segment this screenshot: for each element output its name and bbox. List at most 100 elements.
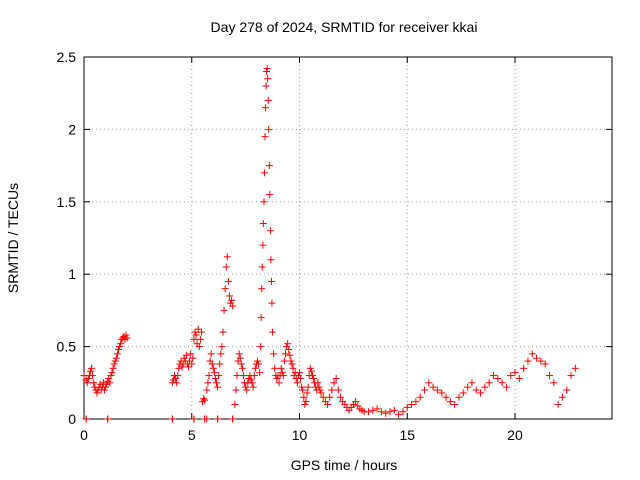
data-point — [408, 401, 416, 409]
data-point — [306, 364, 314, 372]
data-point — [377, 408, 385, 416]
data-point — [472, 386, 480, 394]
data-point — [117, 340, 125, 348]
data-point — [412, 398, 420, 406]
data-point — [209, 364, 217, 372]
chart-title: Day 278 of 2024, SRMTID for receiver kka… — [211, 19, 478, 35]
data-point — [524, 357, 532, 365]
data-point — [511, 369, 519, 377]
data-point — [99, 379, 107, 387]
data-point — [218, 343, 226, 351]
data-point — [399, 408, 407, 416]
grid-layer — [84, 57, 612, 419]
data-point — [494, 374, 502, 382]
data-point — [369, 406, 377, 414]
data-point — [269, 328, 277, 336]
data-point — [433, 386, 441, 394]
data-point — [249, 383, 257, 391]
data-point — [567, 372, 575, 380]
data-point — [168, 415, 176, 423]
data-point — [231, 401, 239, 409]
data-point — [182, 351, 190, 359]
data-point — [213, 379, 221, 387]
data-point — [464, 383, 472, 391]
data-point — [178, 363, 186, 371]
data-point — [268, 299, 276, 307]
data-point — [324, 401, 332, 409]
data-point — [319, 393, 327, 401]
data-point — [403, 403, 411, 411]
data-point — [175, 364, 183, 372]
data-point — [204, 379, 212, 387]
data-point — [277, 364, 285, 372]
data-point — [110, 360, 118, 368]
data-point — [100, 386, 108, 394]
data-point — [90, 379, 98, 387]
data-point — [257, 343, 265, 351]
data-point — [220, 306, 228, 314]
data-point — [239, 372, 247, 380]
data-point — [113, 350, 121, 358]
data-point — [278, 369, 286, 377]
data-point — [112, 354, 120, 362]
data-point — [173, 379, 181, 387]
data-point — [326, 393, 334, 401]
x-tick-label: 15 — [399, 427, 415, 443]
data-point — [248, 379, 256, 387]
y-tick-label: 0.5 — [57, 339, 77, 355]
data-point — [201, 415, 209, 423]
data-point — [104, 415, 112, 423]
data-point — [194, 325, 202, 333]
data-point — [520, 364, 528, 372]
data-point — [395, 411, 403, 419]
data-point — [251, 364, 259, 372]
data-point — [498, 379, 506, 387]
data-point — [235, 350, 243, 358]
data-point — [260, 169, 268, 177]
data-point — [107, 372, 115, 380]
data-point — [502, 383, 510, 391]
data-point — [481, 383, 489, 391]
data-point — [216, 360, 224, 368]
data-point — [219, 328, 227, 336]
data-point — [189, 354, 197, 362]
data-point — [332, 374, 340, 382]
y-tick-label: 1 — [68, 266, 76, 282]
data-point — [225, 292, 233, 300]
data-point — [201, 396, 209, 404]
data-point — [317, 389, 325, 397]
data-point — [223, 253, 231, 261]
data-point — [261, 104, 269, 112]
data-point — [446, 398, 454, 406]
data-point — [328, 386, 336, 394]
data-point — [83, 379, 91, 387]
data-point — [297, 374, 305, 382]
data-point — [293, 379, 301, 387]
data-point — [259, 241, 267, 249]
data-point — [229, 302, 237, 310]
data-point — [243, 386, 251, 394]
data-point — [425, 379, 433, 387]
data-point — [82, 415, 90, 423]
data-point — [485, 379, 493, 387]
data-point — [190, 415, 198, 423]
data-point — [537, 357, 545, 365]
data-point — [265, 125, 273, 133]
data-point — [302, 398, 310, 406]
data-point — [558, 393, 566, 401]
data-point — [93, 389, 101, 397]
data-point — [185, 363, 193, 371]
x-tick-label: 20 — [507, 427, 523, 443]
data-point — [174, 372, 182, 380]
data-point — [88, 364, 96, 372]
data-point — [233, 372, 241, 380]
data-point — [247, 376, 255, 384]
data-point — [195, 343, 203, 351]
data-point — [284, 340, 292, 348]
data-point — [211, 374, 219, 382]
data-point — [203, 386, 211, 394]
data-point — [232, 386, 240, 394]
data-point — [301, 401, 309, 409]
x-axis-title: GPS time / hours — [291, 457, 398, 473]
data-point — [266, 227, 274, 235]
